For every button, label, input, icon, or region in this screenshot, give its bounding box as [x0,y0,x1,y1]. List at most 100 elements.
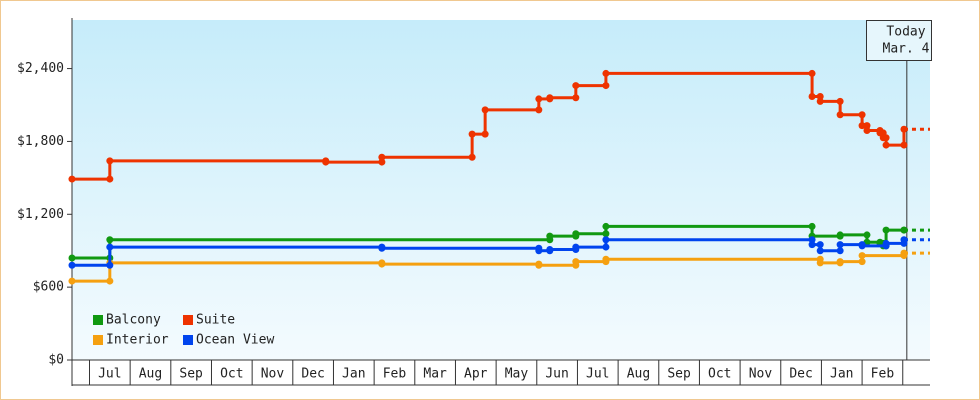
corner-marker [106,261,114,269]
point-marker [808,241,816,249]
y-tick-label: $1,800 [17,134,64,149]
point-marker [546,94,554,102]
point-marker [68,254,76,262]
point-marker [858,252,866,260]
corner-marker [863,231,871,239]
y-tick-label: $0 [48,353,64,368]
corner-marker [808,236,816,244]
point-marker [68,175,76,183]
point-marker [481,106,489,114]
point-marker [572,82,580,90]
point-marker [68,261,76,269]
corner-marker [858,258,866,266]
legend-swatch [183,315,193,325]
point-marker [816,97,824,105]
legend-swatch [183,335,193,345]
legend-swatch [93,335,103,345]
corner-marker [808,69,816,77]
corner-marker [863,122,871,130]
point-marker [816,247,824,255]
point-marker [882,226,890,234]
x-tick-label: Nov [749,367,773,382]
legend-label: Balcony [106,313,161,328]
point-marker [602,69,610,77]
corner-marker [481,130,489,138]
point-marker [836,111,844,119]
corner-marker [468,153,476,161]
x-tick-label: Oct [708,367,731,382]
legend-swatch [93,315,103,325]
point-marker [863,127,871,134]
corner-marker [602,82,610,90]
today-label: Today [886,25,925,40]
x-tick-label: Aug [627,367,650,382]
corner-marker [816,241,824,249]
y-tick-label: $2,400 [17,61,64,76]
point-marker [858,242,866,250]
point-marker [468,130,476,138]
point-marker [106,157,114,165]
x-tick-label: Dec [789,367,812,382]
x-tick-label: Aug [139,367,162,382]
today-box [866,20,932,61]
x-tick-label: Oct [220,367,243,382]
corner-marker [836,247,844,255]
point-marker [602,236,610,244]
corner-marker [836,97,844,105]
y-tick-label: $600 [33,280,64,295]
x-tick-label: Sep [667,367,691,382]
point-marker [836,231,844,239]
point-marker [378,153,386,161]
point-marker [378,244,386,252]
point-marker [546,246,554,253]
today-label: Mar. 4 [883,42,930,57]
x-tick-label: Jul [586,367,609,382]
corner-marker [882,134,890,142]
x-tick-label: Jan [830,367,853,382]
x-tick-label: Apr [464,367,488,382]
plot-area [72,20,930,360]
x-tick-label: Jan [342,367,365,382]
point-marker [535,95,543,103]
point-marker [378,260,386,268]
point-marker [546,232,554,240]
corner-marker [378,158,386,166]
corner-marker [535,106,543,114]
point-marker [68,277,76,285]
legend-label: Ocean View [196,333,274,348]
x-tick-label: Feb [383,367,407,382]
x-tick-label: Jul [98,367,121,382]
point-marker [572,243,580,251]
corner-marker [572,94,580,102]
legend-label: Interior [106,333,169,348]
point-marker [535,247,543,255]
point-marker [858,122,866,130]
x-tick-label: May [505,367,529,382]
point-marker [106,236,114,244]
legend-label: Suite [196,313,235,328]
point-marker [602,255,610,263]
x-tick-label: Mar [423,367,447,382]
x-tick-label: Feb [871,367,895,382]
point-marker [572,258,580,266]
corner-marker [602,230,610,238]
point-marker [900,125,908,133]
point-marker [836,241,844,249]
corner-marker [900,141,908,149]
point-marker [882,141,890,149]
point-marker [900,249,908,257]
corner-marker [816,93,824,100]
corner-marker [106,175,114,183]
point-marker [900,226,908,234]
point-marker [836,258,844,266]
point-marker [572,230,580,238]
corner-marker [808,222,816,230]
x-tick-label: Sep [179,367,203,382]
x-tick-label: Nov [261,367,285,382]
x-tick-label: Jun [545,367,568,382]
point-marker [322,158,330,166]
corner-marker [602,243,610,251]
point-marker [602,222,610,230]
point-marker [808,93,816,100]
